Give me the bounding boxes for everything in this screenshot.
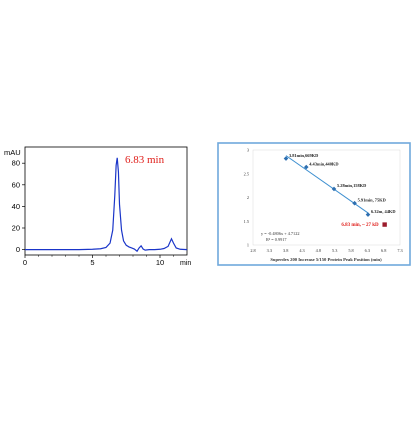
calibration-equation: y = -0.4806x + 4.7122 xyxy=(261,231,300,236)
sample-point xyxy=(382,222,387,227)
chromatogram-y-axis-label: mAU xyxy=(4,148,21,157)
standard-point xyxy=(365,212,371,217)
standard-point-label: 4.43min,440KD xyxy=(309,161,338,166)
chromatogram-x-axis-label: min xyxy=(180,260,191,267)
calibration-x-ticks: 2.8 3.3 3.8 4.3 4.8 5.3 5.8 6.3 6.8 7.3 xyxy=(250,248,402,253)
calibration-plot-area xyxy=(252,149,401,246)
calibration-x-tick-label: 5.3 xyxy=(332,248,337,253)
calibration-x-tick-label: 3.3 xyxy=(267,248,272,253)
standard-point xyxy=(303,164,309,170)
calibration-r-squared: R² = 0.9917 xyxy=(266,237,287,242)
chromatogram-trace xyxy=(25,157,188,253)
calibration-points: 3.81min,669KD 4.43min,440KD 5.28min,158KD 5… xyxy=(283,153,396,228)
standard-point-label: 5.91min, 75KD xyxy=(358,197,386,202)
chromatogram-y-tick-label: 60 xyxy=(12,180,20,189)
chromatogram-y-tick-label: 40 xyxy=(12,202,20,211)
chromatogram-y-tick-label: 20 xyxy=(12,224,20,233)
calibration-x-tick-label: 6.8 xyxy=(381,248,386,253)
chromatogram-y-tick-label: 0 xyxy=(16,245,20,254)
calibration-x-tick-label: 7.3 xyxy=(397,248,402,253)
calibration-x-tick-label: 4.8 xyxy=(316,248,321,253)
calibration-y-tick-label: 1.5 xyxy=(244,219,249,224)
calibration-x-tick-label: 4.3 xyxy=(299,248,304,253)
standard-point xyxy=(331,186,337,192)
chromatogram-x-ticks: 0 5 10 xyxy=(23,255,174,267)
calibration-panel-border xyxy=(217,142,411,266)
calibration-y-tick-label: 1 xyxy=(247,243,249,248)
standard-point-label: 6.32m, 44KD xyxy=(371,209,396,214)
chromatogram-chart: mAU min 0 20 40 60 80 0 5 10 6.83 min xyxy=(4,146,191,267)
calibration-x-tick-label: 2.8 xyxy=(250,248,255,253)
standard-point-label: 3.81min,669KD xyxy=(289,153,318,158)
calibration-y-ticks: 1 1.5 2 2.5 3 xyxy=(244,148,249,248)
standard-point-label: 5.28min,158KD xyxy=(337,183,366,188)
chromatogram-x-tick-label: 0 xyxy=(23,258,27,267)
calibration-x-tick-label: 3.8 xyxy=(283,248,288,253)
standard-point xyxy=(283,156,289,161)
calibration-y-tick-label: 3 xyxy=(247,148,249,153)
chromatogram-x-tick-label: 10 xyxy=(156,258,164,267)
calibration-x-axis-label: Superdex 200 Increase 5/150 Protein Peak… xyxy=(270,257,382,262)
calibration-x-tick-label: 6.3 xyxy=(365,248,370,253)
standard-point xyxy=(352,200,357,206)
calibration-chart: 1 1.5 2 2.5 3 2.8 3.3 3.8 4.3 4.8 5.3 5.8 6.3 6.8 7.3… xyxy=(217,142,411,266)
peak-annotation: 6.83 min xyxy=(125,154,165,166)
calibration-y-tick-label: 2 xyxy=(247,195,249,200)
chromatogram-y-ticks: 0 20 40 60 80 xyxy=(12,159,25,254)
chromatogram-y-tick-label: 80 xyxy=(12,159,20,168)
calibration-x-tick-label: 5.8 xyxy=(348,248,353,253)
sample-point-label: 6.83 min, ~ 27 kD xyxy=(341,223,379,228)
calibration-y-tick-label: 2.5 xyxy=(244,171,249,176)
chromatogram-x-tick-label: 5 xyxy=(90,258,94,267)
